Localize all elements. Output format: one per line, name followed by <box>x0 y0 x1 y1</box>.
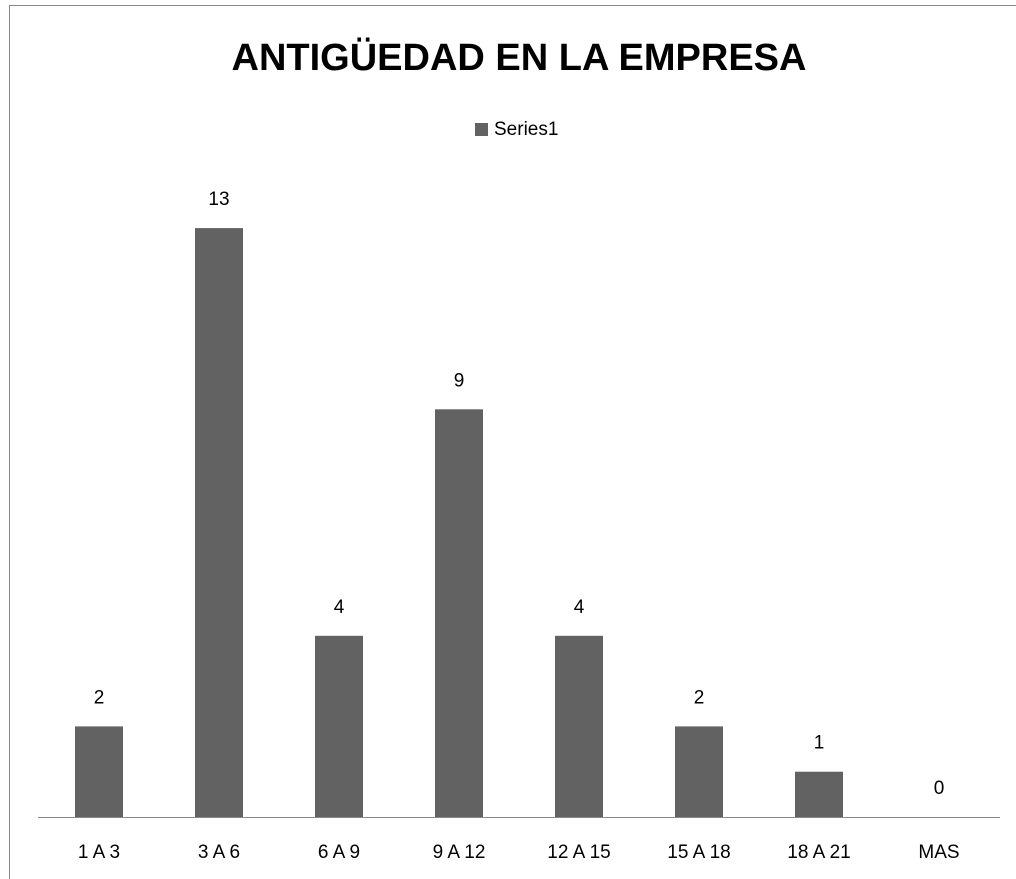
value-label: 2 <box>94 687 105 708</box>
x-tick-label: 3 A 6 <box>198 842 240 863</box>
x-tick-label: 18 A 21 <box>787 842 850 863</box>
value-label: 4 <box>574 597 585 618</box>
x-tick-label: 9 A 12 <box>433 842 486 863</box>
bar <box>435 409 483 817</box>
chart-title: ANTIGÜEDAD EN LA EMPRESA <box>232 36 807 79</box>
chart-frame <box>9 5 1016 879</box>
legend-swatch <box>475 123 488 136</box>
x-tick-label: MAS <box>918 842 959 863</box>
value-label: 2 <box>694 687 705 708</box>
value-label: 4 <box>334 597 345 618</box>
legend-label: Series1 <box>494 119 558 140</box>
value-label: 9 <box>454 370 465 391</box>
bar <box>75 726 123 817</box>
x-tick-label: 12 A 15 <box>547 842 610 863</box>
bar <box>195 228 243 818</box>
x-tick-label: 1 A 3 <box>78 842 120 863</box>
value-label: 0 <box>934 778 945 799</box>
value-label: 13 <box>208 189 229 210</box>
value-label: 1 <box>814 733 825 754</box>
bar <box>795 771 843 817</box>
bar <box>555 635 603 817</box>
x-tick-label: 15 A 18 <box>667 842 730 863</box>
x-tick-label: 6 A 9 <box>318 842 360 863</box>
bar <box>675 726 723 817</box>
bar <box>315 635 363 817</box>
